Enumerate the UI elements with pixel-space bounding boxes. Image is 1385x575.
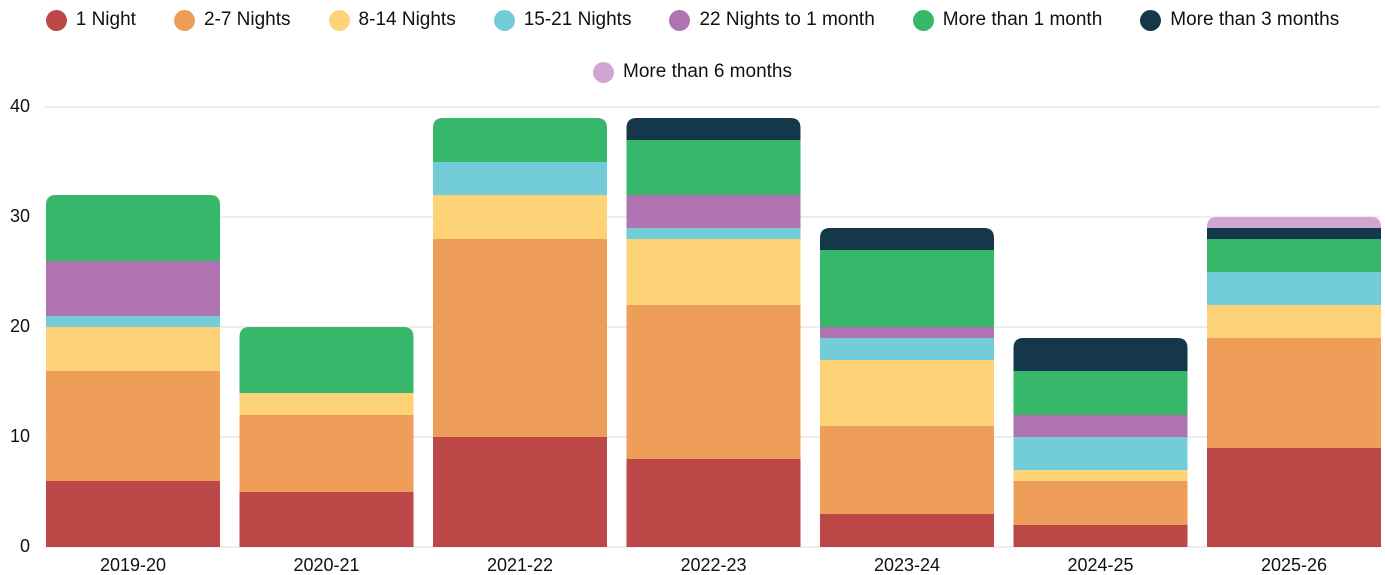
bar-segment <box>626 305 801 459</box>
legend-label: 2-7 Nights <box>203 9 291 30</box>
legend: 1 Night 2-7 Nights 8-14 Nights 15-21 Nights… <box>0 0 1385 84</box>
bar-segment <box>46 371 220 481</box>
bar-segment <box>46 316 220 327</box>
bar-segment <box>1207 228 1381 239</box>
bar-segment <box>1207 239 1381 272</box>
y-tick-label: 40 <box>10 96 30 116</box>
bar-segment <box>1207 272 1381 305</box>
legend-swatch <box>1140 9 1162 31</box>
bar-segment <box>1013 437 1188 470</box>
bar-segment <box>1207 217 1381 228</box>
x-tick-label: 2024-25 <box>1067 555 1133 575</box>
bar-segment <box>46 481 220 547</box>
x-tick-label: 2020-21 <box>293 555 359 575</box>
legend-item: 2-7 Nights <box>173 8 291 32</box>
bar-segment <box>239 492 414 547</box>
bar-segment <box>820 250 994 327</box>
legend-swatch <box>669 9 691 31</box>
bar-segment <box>820 327 994 338</box>
bar-segment <box>626 118 801 140</box>
bar-segment <box>239 327 414 393</box>
bar-segment <box>626 459 801 547</box>
bar-segment <box>1013 371 1188 415</box>
x-tick-label: 2022-23 <box>680 555 746 575</box>
x-tick-label: 2023-24 <box>874 555 940 575</box>
bar-segment <box>1013 481 1188 525</box>
legend-item: More than 6 months <box>593 60 792 84</box>
bar-segment <box>1013 470 1188 481</box>
x-tick-label: 2019-20 <box>100 555 166 575</box>
bar-segment <box>46 327 220 371</box>
bar-segment <box>820 338 994 360</box>
bar-segment <box>626 239 801 305</box>
legend-swatch <box>912 9 934 31</box>
bar-segment <box>820 426 994 514</box>
bar-segment <box>1207 305 1381 338</box>
legend-label: 1 Night <box>75 9 136 30</box>
legend-item: More than 1 month <box>912 8 1103 32</box>
legend-swatch <box>173 9 195 31</box>
legend-item: 1 Night <box>45 8 136 32</box>
legend-label: 15-21 Nights <box>523 9 632 30</box>
y-tick-label: 20 <box>10 316 30 336</box>
bar-segment <box>626 140 801 195</box>
y-tick-label: 0 <box>20 536 30 556</box>
legend-label: 22 Nights to 1 month <box>699 9 875 30</box>
bar-segment <box>626 228 801 239</box>
legend-swatch <box>328 9 350 31</box>
legend-item: 15-21 Nights <box>493 8 632 32</box>
legend-label: More than 1 month <box>942 9 1103 30</box>
y-tick-label: 30 <box>10 206 30 226</box>
legend-item: More than 3 months <box>1140 8 1339 32</box>
legend-item: 8-14 Nights <box>328 8 456 32</box>
bar-segment <box>239 393 414 415</box>
y-tick-label: 10 <box>10 426 30 446</box>
bar-segment <box>1207 448 1381 547</box>
bar-segment <box>820 360 994 426</box>
legend-item: 22 Nights to 1 month <box>669 8 875 32</box>
legend-swatch <box>593 61 614 83</box>
bar-segment <box>433 239 607 437</box>
legend-label: More than 6 months <box>623 61 792 82</box>
bar-segment <box>1013 415 1188 437</box>
bar-segment <box>1013 338 1188 371</box>
bar-segment <box>1013 525 1188 547</box>
legend-label: 8-14 Nights <box>358 9 456 30</box>
x-tick-label: 2025-26 <box>1261 555 1327 575</box>
bar-segment <box>433 118 607 162</box>
legend-label: More than 3 months <box>1170 9 1340 30</box>
legend-swatch <box>45 9 67 31</box>
bar-segment <box>626 195 801 228</box>
bar-segment <box>820 514 994 547</box>
bar-segment <box>1207 338 1381 448</box>
bar-segment <box>239 415 414 492</box>
bar-segment <box>433 195 607 239</box>
bar-segment <box>820 228 994 250</box>
bar-segment <box>433 162 607 195</box>
legend-swatch <box>493 9 515 31</box>
x-tick-label: 2021-22 <box>487 555 553 575</box>
bar-segment <box>46 195 220 261</box>
bar-segment <box>433 437 607 547</box>
bar-segment <box>46 261 220 316</box>
